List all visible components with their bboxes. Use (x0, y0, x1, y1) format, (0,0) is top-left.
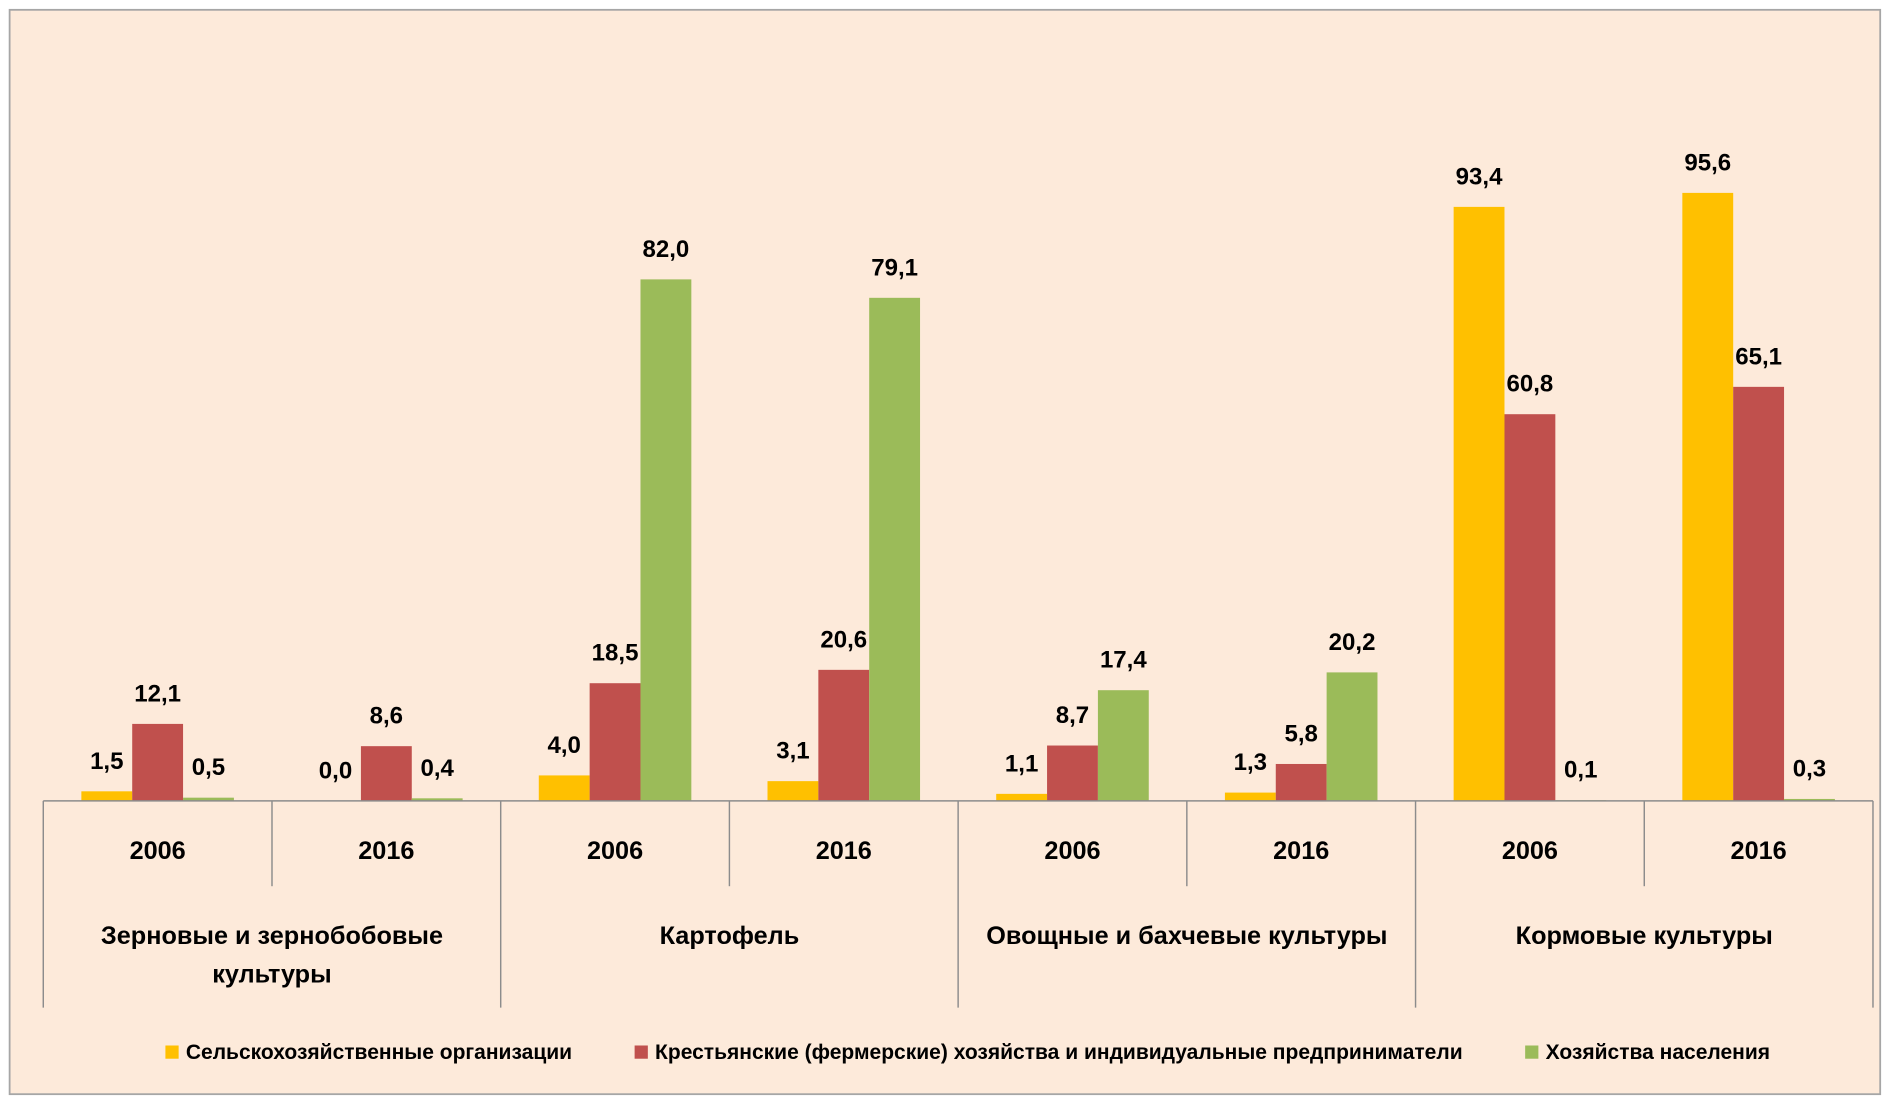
bar (538, 775, 590, 801)
bar (589, 683, 641, 801)
data-label: 95,6 (1684, 149, 1731, 176)
legend-label: Хозяйства населения (1546, 1041, 1770, 1064)
x-tick-label: 2006 (130, 837, 186, 865)
x-tick-label: 2016 (358, 837, 414, 865)
bar (132, 723, 184, 801)
bar (1682, 192, 1734, 801)
data-label: 65,1 (1735, 343, 1782, 370)
group-label: Кормовые культуры (1515, 922, 1773, 950)
data-label: 8,6 (370, 703, 403, 730)
data-label: 3,1 (776, 738, 809, 765)
data-label: 82,0 (643, 236, 690, 263)
x-tick-label: 2006 (587, 837, 643, 865)
bar (1224, 792, 1276, 801)
data-label: 0,1 (1564, 757, 1597, 784)
data-label: 1,3 (1234, 749, 1267, 776)
bar (1733, 386, 1785, 801)
x-tick-label: 2016 (1273, 837, 1329, 865)
chart-background (8, 8, 1882, 1096)
group-label-box: Картофель (659, 922, 800, 950)
data-label: 4,0 (547, 732, 580, 759)
data-label: 20,6 (820, 626, 867, 653)
legend-swatch (1525, 1045, 1539, 1059)
bar (767, 781, 819, 801)
bar (1097, 690, 1149, 801)
x-tick-label: 2016 (816, 837, 872, 865)
bar (996, 793, 1048, 801)
legend-label: Сельскохозяйственные организации (186, 1041, 572, 1064)
legend-swatch (634, 1045, 648, 1059)
data-label: 1,5 (90, 748, 123, 775)
legend-swatch (165, 1045, 179, 1059)
bar (411, 798, 463, 801)
data-label: 79,1 (871, 254, 918, 281)
data-label: 5,8 (1284, 720, 1317, 747)
bar (640, 279, 692, 801)
group-label: Зерновые и зернобобовые культуры (100, 922, 444, 989)
data-label: 0,0 (319, 757, 352, 784)
data-label: 0,3 (1793, 755, 1826, 782)
bar (360, 746, 412, 801)
bar (1326, 672, 1378, 801)
data-label: 18,5 (592, 640, 639, 667)
bar (818, 669, 870, 801)
x-tick-label: 2016 (1731, 837, 1787, 865)
bar (1275, 763, 1327, 801)
group-label: Овощные и бахчевые культуры (986, 922, 1388, 950)
data-label: 12,1 (134, 680, 181, 707)
bar (1784, 798, 1835, 801)
data-label: 20,2 (1329, 629, 1376, 656)
bar (183, 797, 234, 801)
data-label: 17,4 (1100, 647, 1147, 674)
data-label: 0,4 (420, 755, 454, 782)
data-label: 0,5 (192, 754, 225, 781)
x-tick-label: 2006 (1044, 837, 1100, 865)
legend-label: Крестьянские (фермерские) хозяйства и ин… (655, 1041, 1463, 1064)
data-label: 93,4 (1456, 163, 1503, 190)
bar (869, 297, 921, 801)
x-tick-label: 2006 (1502, 837, 1558, 865)
data-label: 60,8 (1507, 371, 1554, 398)
bar (1504, 414, 1556, 801)
group-label-box: Зерновые и зернобобовые культуры (100, 922, 444, 989)
group-label-box: Овощные и бахчевые культуры (986, 922, 1388, 950)
bar (81, 791, 133, 801)
data-label: 1,1 (1005, 750, 1038, 777)
bar (1453, 206, 1505, 801)
group-label-box: Кормовые культуры (1515, 922, 1773, 950)
group-label: Картофель (659, 922, 800, 950)
data-label: 8,7 (1056, 702, 1089, 729)
bar (1047, 745, 1098, 801)
